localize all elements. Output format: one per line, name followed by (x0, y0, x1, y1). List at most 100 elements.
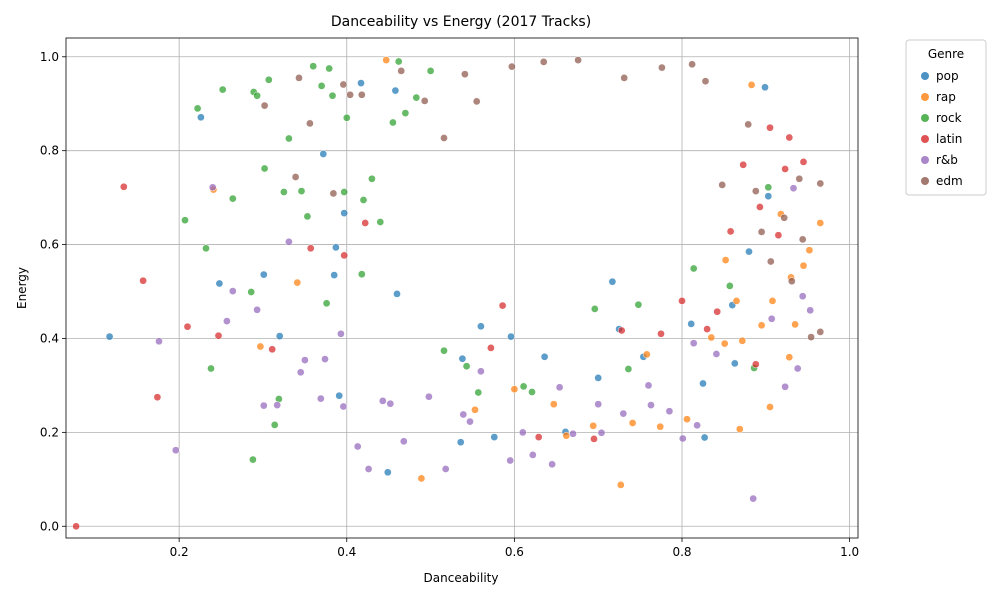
data-point (555, 383, 564, 392)
data-point (359, 196, 368, 204)
data-point (498, 301, 507, 310)
data-point (426, 67, 435, 75)
legend-label: edm (936, 174, 963, 188)
data-point (805, 246, 814, 255)
legend-marker (921, 114, 929, 122)
data-point (540, 352, 549, 361)
data-point (215, 279, 224, 288)
data-point (293, 278, 302, 287)
data-point (218, 85, 227, 94)
data-point (701, 77, 710, 86)
data-point (319, 150, 328, 158)
data-point (689, 339, 698, 348)
data-point (301, 356, 309, 364)
data-point (699, 379, 707, 388)
data-point (781, 382, 789, 391)
data-point (386, 399, 395, 408)
data-point (389, 118, 397, 127)
data-point (249, 455, 257, 464)
data-point (401, 109, 410, 117)
data-point (548, 460, 556, 469)
data-point (569, 429, 577, 438)
data-point (193, 104, 202, 113)
data-point (590, 435, 598, 443)
data-point (346, 90, 354, 99)
data-point (368, 174, 376, 183)
data-point (712, 350, 721, 358)
data-point (228, 194, 237, 203)
data-point (297, 187, 306, 195)
data-point (357, 270, 366, 279)
y-axis-label: Energy (15, 267, 29, 309)
data-point (678, 297, 686, 305)
data-point (508, 62, 516, 71)
data-point (394, 57, 403, 66)
data-point (703, 325, 711, 333)
data-point (339, 80, 348, 89)
data-point (807, 333, 815, 341)
data-point (378, 397, 387, 405)
data-point (440, 134, 448, 142)
data-points (72, 56, 825, 531)
data-point (181, 216, 189, 225)
data-point (574, 56, 582, 64)
data-point (764, 192, 773, 201)
data-point (291, 173, 300, 181)
data-point (459, 410, 468, 419)
data-point (393, 290, 401, 298)
legend-label: pop (936, 69, 959, 83)
data-point (735, 425, 744, 433)
data-point (725, 282, 734, 290)
data-point (487, 344, 495, 352)
data-point (472, 97, 481, 106)
data-point (317, 82, 326, 90)
data-point (207, 364, 215, 373)
data-point (477, 322, 485, 331)
legend-marker (921, 135, 929, 143)
data-point (799, 158, 808, 166)
data-point (528, 388, 536, 396)
data-point (139, 276, 147, 285)
y-tick-label: 1.0 (40, 50, 59, 64)
y-tick-label: 0.6 (40, 238, 59, 252)
data-point (767, 314, 776, 323)
data-point (275, 332, 284, 340)
data-point (316, 394, 325, 403)
series-rock (181, 57, 773, 464)
legend-marker (921, 72, 929, 80)
data-point (791, 320, 799, 329)
data-point (608, 277, 617, 286)
data-point (412, 93, 421, 102)
data-point (647, 401, 655, 409)
legend-entry-r&b: r&b (921, 153, 958, 167)
legend-entry-rap: rap (921, 90, 956, 104)
data-point (490, 433, 499, 441)
data-point (539, 58, 548, 66)
data-point (376, 218, 385, 226)
legend-entry-rock: rock (921, 111, 962, 125)
data-point (744, 120, 753, 129)
data-point (153, 393, 162, 402)
data-point (816, 179, 825, 188)
legend: Genre pop rap rock latin r&b edm (905, 39, 987, 196)
x-tick-label: 0.6 (505, 545, 524, 559)
data-point (620, 74, 629, 82)
data-point (726, 227, 735, 236)
data-point (628, 419, 637, 427)
data-point (749, 494, 758, 503)
data-point (730, 359, 739, 368)
data-point (273, 401, 282, 409)
data-point (295, 74, 303, 82)
data-point (420, 97, 429, 105)
data-point (339, 402, 348, 411)
data-point (688, 60, 696, 69)
data-point (634, 300, 643, 309)
data-point (718, 181, 727, 189)
data-point (328, 91, 337, 100)
data-point (806, 306, 815, 315)
data-point (260, 164, 269, 173)
data-point (321, 355, 329, 363)
data-point (751, 187, 760, 195)
data-point (689, 264, 698, 273)
data-point (466, 417, 474, 426)
